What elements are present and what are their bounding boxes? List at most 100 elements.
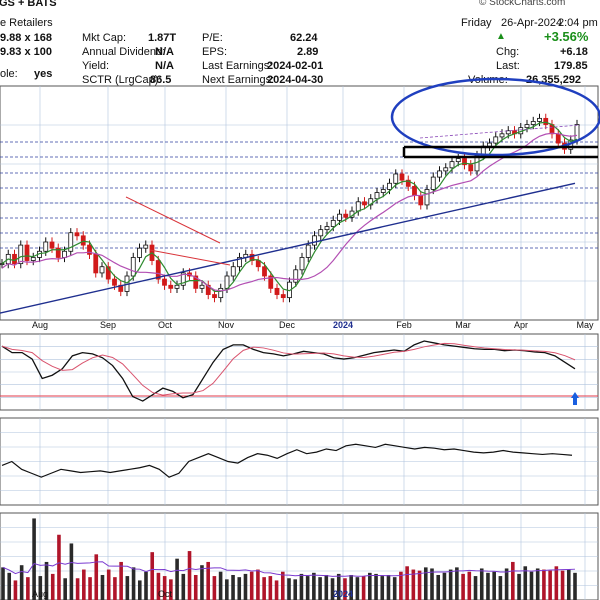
volume-bar bbox=[88, 577, 92, 600]
up-arrow-icon-stem bbox=[573, 398, 577, 405]
change-percent: +3.56% bbox=[544, 29, 589, 44]
candle-body bbox=[212, 294, 217, 299]
volume-bar bbox=[455, 567, 459, 600]
candle-body bbox=[180, 272, 186, 286]
stat-value-yield: N/A bbox=[155, 60, 174, 72]
stat-label-yield: Yield: bbox=[82, 60, 110, 72]
volume-bar bbox=[461, 573, 465, 600]
volume-bar bbox=[150, 552, 155, 600]
candle-body bbox=[405, 179, 411, 187]
volume-bar bbox=[237, 577, 242, 600]
candle-body bbox=[443, 167, 449, 172]
candle-body bbox=[505, 130, 511, 135]
volume-bar bbox=[26, 577, 30, 600]
candle-body bbox=[24, 244, 30, 261]
x-tick-label: Nov bbox=[218, 320, 235, 330]
volume-bar bbox=[7, 572, 12, 600]
stat-label-sctr: SCTR (LrgCap): bbox=[82, 74, 162, 86]
candle-body bbox=[355, 201, 361, 212]
candle-body bbox=[268, 275, 274, 289]
fund-label-eps: EPS: bbox=[202, 46, 228, 58]
volume-bar bbox=[492, 571, 496, 600]
candle-body bbox=[218, 287, 224, 299]
candle-body bbox=[555, 133, 561, 144]
stat-label-dividend: Annual Dividend: bbox=[82, 46, 166, 58]
volume-bar bbox=[187, 551, 192, 600]
volume-bar bbox=[486, 572, 490, 600]
volume-bar bbox=[38, 576, 43, 600]
volume-bar bbox=[137, 580, 142, 600]
volume-bar bbox=[405, 566, 409, 600]
volume-bar bbox=[131, 567, 136, 600]
subtitle: e Retailers bbox=[0, 17, 53, 29]
volume-bar bbox=[256, 569, 260, 600]
volume-bar bbox=[175, 558, 179, 600]
bid-ask-row: 9.88 x 168 bbox=[0, 32, 52, 44]
volume-bar bbox=[50, 573, 55, 600]
volume-bar bbox=[181, 573, 186, 600]
volume-bar bbox=[144, 571, 148, 600]
volume-bar bbox=[299, 573, 304, 600]
quote-value-chg: +6.18 bbox=[560, 46, 588, 58]
volume-bar bbox=[511, 561, 515, 600]
candle-body bbox=[299, 257, 305, 271]
volume-bar bbox=[442, 572, 447, 600]
volume-bar bbox=[355, 577, 360, 600]
candle-body bbox=[380, 189, 386, 193]
volume-bar bbox=[218, 571, 223, 600]
volume-bar bbox=[380, 576, 385, 600]
x-tick-label: 2024 bbox=[333, 320, 353, 330]
candle-body bbox=[362, 201, 367, 206]
volume-bar bbox=[75, 578, 80, 600]
candle-body bbox=[168, 284, 174, 289]
stat-value-mktcap: 1.87T bbox=[148, 32, 177, 44]
mid-moving-average bbox=[1, 132, 578, 292]
candle-body bbox=[155, 260, 161, 280]
volume-bar bbox=[287, 578, 291, 600]
volume-bar bbox=[436, 574, 441, 600]
x-tick-label-bottom: Oct bbox=[158, 589, 173, 599]
candle-body bbox=[224, 275, 230, 289]
x-tick-label: Aug bbox=[32, 320, 48, 330]
volume-bar bbox=[231, 574, 235, 600]
candle-body bbox=[237, 257, 242, 268]
volume-bar bbox=[467, 571, 472, 600]
candle-body bbox=[80, 235, 86, 246]
x-tick-label: Mar bbox=[455, 320, 471, 330]
trend-line-lower bbox=[149, 249, 231, 266]
volume-bar bbox=[100, 574, 105, 600]
candle-body bbox=[162, 278, 167, 286]
volume-bar bbox=[113, 577, 117, 600]
volume-bar bbox=[293, 579, 298, 600]
candle-body bbox=[399, 173, 405, 181]
volume-bar bbox=[169, 579, 173, 600]
volume-bar bbox=[305, 576, 310, 600]
volume-bar bbox=[1, 567, 5, 600]
candle-body bbox=[524, 124, 530, 129]
fund-value-next-earnings: 2024-04-30 bbox=[267, 74, 324, 86]
volume-bar bbox=[361, 576, 366, 600]
volume-bar bbox=[249, 571, 254, 600]
candle-body bbox=[174, 284, 180, 289]
candle-body bbox=[68, 232, 74, 252]
volume-bar bbox=[125, 576, 130, 600]
volume-bar bbox=[411, 569, 416, 600]
candle-body bbox=[293, 269, 299, 283]
candle-body bbox=[424, 189, 430, 206]
volume-bar bbox=[262, 577, 266, 600]
x-tick-label: Oct bbox=[158, 320, 173, 330]
candle-body bbox=[280, 294, 286, 299]
volume-bar bbox=[32, 518, 36, 600]
candle-body bbox=[462, 158, 467, 166]
candle-body bbox=[337, 213, 342, 221]
volume-bar bbox=[94, 554, 99, 600]
volume-bar bbox=[324, 574, 329, 600]
stat-value-sctr: 86.5 bbox=[150, 74, 172, 86]
volume-bar bbox=[392, 577, 397, 600]
volume-bar bbox=[417, 570, 422, 600]
volume-bar bbox=[312, 572, 316, 600]
blue-circle-annotation bbox=[390, 77, 600, 157]
candle-body bbox=[318, 229, 324, 237]
candle-body bbox=[249, 253, 255, 261]
volume-bar bbox=[554, 566, 559, 600]
